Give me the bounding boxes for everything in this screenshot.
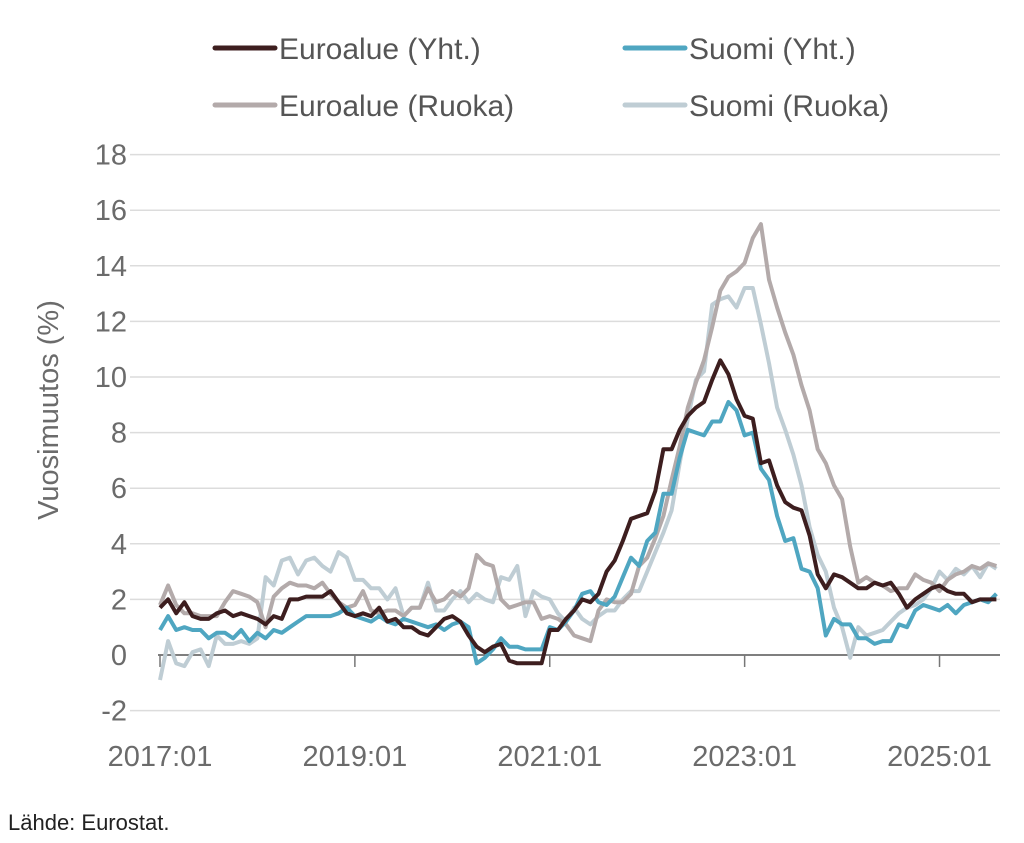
legend-label: Euroalue (Yht.) [279,33,481,66]
y-tick-label: 0 [111,640,127,672]
series-line-2 [158,400,998,666]
x-tick-label: 2019:01 [302,741,407,773]
series-lines [158,222,998,681]
y-tick-label: 4 [111,529,127,561]
y-tick-label: 14 [95,251,127,283]
y-axis-title: Vuosimuutos (%) [33,300,65,520]
legend-label: Suomi (Yht.) [689,33,856,66]
legend-label: Suomi (Ruoka) [689,90,889,123]
series-line-4 [158,286,998,681]
x-tick-label: 2021:01 [497,741,602,773]
x-tick-label: 2023:01 [692,741,797,773]
y-axis-ticks: -2 0 2 4 6 8 10 12 14 16 18 [95,140,127,728]
y-tick-label: -2 [101,696,127,728]
x-tick-label: 2017:01 [108,741,213,773]
y-tick-label: 10 [95,362,127,394]
x-tick-label: 2025:01 [887,741,992,773]
y-tick-label: 2 [111,584,127,616]
series-line-1 [158,358,997,666]
series-line-3 [158,222,998,644]
x-axis: 2017:01 2019:01 2021:01 2023:01 2025:01 [108,654,1000,773]
y-tick-label: 8 [111,418,127,450]
y-tick-label: 16 [95,195,127,227]
source-note: Lähde: Eurostat. [8,810,170,835]
y-tick-label: 12 [95,306,127,338]
y-tick-label: 18 [95,140,127,172]
legend: Euroalue (Yht.) Suomi (Yht.) Euroalue (Ruo… [212,33,889,123]
y-tick-label: 6 [111,473,127,505]
legend-label: Euroalue (Ruoka) [279,90,514,123]
